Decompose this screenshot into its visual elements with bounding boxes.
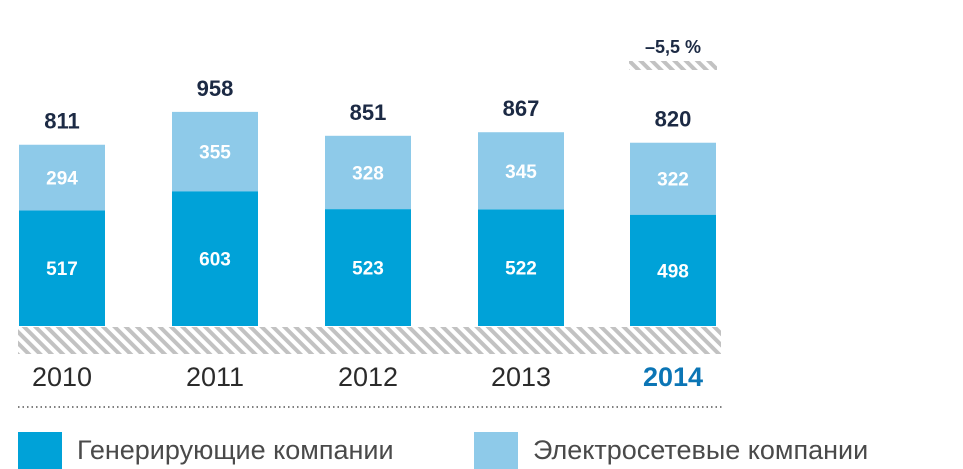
bar-generating-2013 [478, 209, 564, 326]
data-label-grid-2011: 355 [199, 143, 231, 164]
bar-grid-2014 [630, 142, 716, 215]
data-label-generating-2014: 498 [657, 261, 689, 282]
bar-generating-2012 [325, 209, 411, 326]
x-tick-2010: 2010 [32, 362, 92, 392]
data-label-grid-2012: 328 [352, 163, 384, 184]
legend-label-generating: Генерирующие компании [77, 435, 394, 465]
baseline-hatch-band [18, 327, 721, 354]
bar-grid-2010 [19, 144, 105, 211]
data-label-generating-2011: 603 [199, 250, 231, 271]
total-label-2014: 820 [655, 107, 692, 132]
bar-generating-2010 [19, 210, 105, 326]
x-tick-2013: 2013 [491, 362, 551, 392]
total-label-2010: 811 [44, 109, 80, 134]
legend-label-grid: Электросетевые компании [533, 435, 869, 465]
data-label-grid-2014: 322 [657, 170, 689, 191]
bar-grid-2013 [478, 132, 564, 210]
total-label-2012: 851 [350, 100, 387, 125]
data-label-generating-2013: 522 [505, 259, 537, 280]
legend-item-grid: Электросетевые компании [474, 432, 868, 469]
total-label-2013: 867 [503, 96, 540, 121]
legend-item-generating: Генерирующие компании [18, 432, 394, 469]
bar-grid-2011 [172, 111, 258, 192]
x-tick-2012: 2012 [338, 362, 398, 392]
total-label-2011: 958 [197, 76, 234, 101]
data-label-grid-2013: 345 [505, 162, 537, 183]
x-tick-2011: 2011 [186, 362, 244, 392]
legend-swatch-grid [474, 432, 518, 469]
change-annotation: –5,5 % [645, 37, 701, 57]
data-label-generating-2010: 517 [46, 259, 78, 280]
data-label-generating-2012: 523 [352, 259, 384, 280]
annotation-hatch-bar [629, 61, 717, 70]
stacked-bar-chart: 517 294 811 2010 603 355 958 2011 523 328 851 2012 5… [18, 37, 723, 408]
x-tick-2014: 2014 [643, 362, 703, 392]
bar-grid-2012 [325, 135, 411, 210]
bar-generating-2014 [630, 214, 716, 326]
data-label-grid-2010: 294 [46, 169, 78, 190]
legend-swatch-generating [18, 432, 62, 469]
legend: Генерирующие компании Электросетевые ком… [18, 430, 958, 469]
labels-layer: 517 294 811 2010 603 355 958 2011 523 328 851 2012 5… [32, 37, 717, 392]
bar-generating-2011 [172, 191, 258, 326]
bars-layer [19, 111, 716, 326]
